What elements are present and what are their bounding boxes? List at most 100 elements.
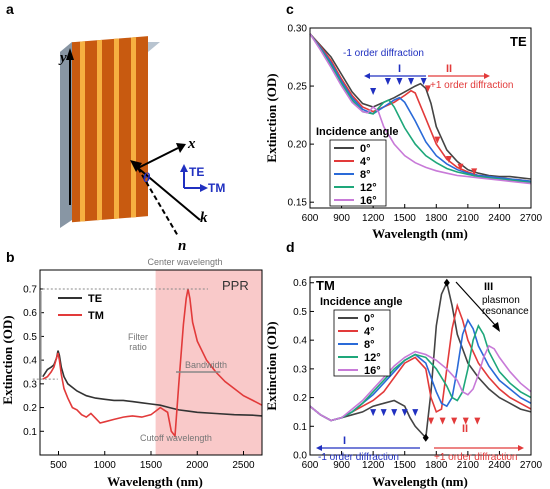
c-ytick-label-0: 0.15 [288,198,308,209]
c-xtick-label-5: 2100 [457,213,480,224]
c-xtick-label-4: 1800 [425,213,448,224]
b-x-ticks: 500 1000 1500 2000 2500 [50,451,255,471]
tm-label: TM [208,181,225,195]
c-ytick-label-2: 0.25 [288,82,308,93]
d-minus-marker-1 [370,409,377,417]
d-x-ticks: 600 900 1200 1500 1800 2100 2400 2700 [302,451,543,471]
d-ytick-label-4: 0.4 [293,336,307,347]
c-series-3-line [309,33,532,183]
b-xtick-label-0: 500 [50,460,67,471]
c-xtick-label-3: 1500 [394,213,417,224]
b-annotations: Center wavelength Filter ratio Bandwidth… [32,257,227,443]
d-plasmon-label-2: resonance [482,306,529,317]
d-ytick-label-1: 0.1 [293,422,307,433]
filter-ratio-label-1: Filter [128,332,148,342]
c-plus-marker-5 [471,168,478,176]
c-ytick-label-1: 0.20 [288,140,308,151]
c-series-group [309,33,532,185]
stripe-1 [80,41,85,222]
c-legend-title: Incidence angle [316,126,399,138]
c-legend-label-1: 0° [360,143,371,155]
b-ytick-label-4: 0.5 [23,332,37,343]
n-label: n [178,238,186,254]
c-series-5-line [309,33,532,185]
d-ytick-label-5: 0.5 [293,307,307,318]
k-vector [137,167,201,221]
d-plus-marker-2 [439,417,446,425]
panel-label-b: b [6,249,15,265]
d-markers [370,278,481,442]
b-legend: TE TM [58,293,104,322]
c-plus-marker-2 [434,136,441,144]
c-minus-label: -1 order diffraction [343,48,424,59]
c-minus-marker-3 [396,78,403,85]
b-legend-label-tm: TM [88,310,104,322]
d-corner-label: TM [316,278,335,293]
panel-a-schematic: a y x k n θ TE TM [6,1,225,254]
d-plus-label: +1 order diffraction [434,452,517,463]
c-minus-marker-2 [384,78,391,85]
c-xtick-label-0: 600 [302,213,319,224]
d-plus-roman: II [462,423,468,435]
b-ytick-label-6: 0.7 [23,284,37,295]
d-legend-label-5: 16° [364,365,381,377]
b-series-2-line [42,288,263,439]
c-x-axis-label: Wavelength (nm) [372,226,468,241]
c-plus-roman: II [446,63,452,75]
d-legend: 0°4°8°12°16° [338,313,381,377]
d-minus-marker-3 [391,409,398,417]
c-xtick-label-7: 2700 [520,213,543,224]
c-plus-label: +1 order diffraction [430,80,513,91]
b-xtick-label-3: 2000 [186,460,209,471]
d-plasmon-arrow [455,281,497,327]
d-plus-marker-5 [474,417,481,425]
b-series-group [42,288,263,439]
b-xtick-label-4: 2500 [232,460,255,471]
k-arrowhead [130,160,142,172]
c-y-axis-label: Extinction (OD) [264,73,279,162]
d-legend-label-2: 4° [364,326,375,338]
c-plus-marker-1 [424,85,431,93]
d-peak-diamond [443,278,450,287]
cutoff-wavelength-label: Cutoff wavelength [140,433,212,443]
c-legend-label-5: 16° [360,195,377,207]
d-plus-marker-3 [451,417,458,425]
d-minus-marker-5 [412,409,419,417]
te-arrowhead [180,164,188,172]
theta-label: θ [143,171,151,186]
d-legend-title: Incidence angle [320,296,403,308]
c-legend-label-2: 4° [360,156,371,168]
axis-x-arrow [137,147,179,169]
d-y-axis-label: Extinction (OD) [264,321,279,410]
c-markers [370,78,478,176]
d-series-5-line [309,344,532,422]
stripe-2 [97,39,102,221]
d-plus-marker-1 [428,417,435,425]
c-y-ticks: 0.15 0.20 0.25 0.30 [288,24,314,209]
c-minus-roman: I [398,63,401,75]
d-plot-frame [309,276,532,456]
panel-c-chart: c 600 900 1200 1500 1800 2100 2400 2700 0.15 0.2… [264,1,543,241]
ppr-label: PPR [222,278,249,293]
c-series-1-line [309,33,532,180]
d-xtick-label-0: 600 [302,460,319,471]
c-plus-marker-4 [457,163,464,171]
d-xtick-label-4: 1800 [425,460,448,471]
b-xtick-label-2: 1500 [140,460,163,471]
d-xtick-label-6: 2400 [488,460,511,471]
d-dip-diamond [422,433,429,442]
panel-label-d: d [286,239,295,255]
c-x-ticks: 600 900 1200 1500 1800 2100 2400 2700 [302,204,543,224]
normal-line [137,167,179,237]
c-ytick-label-3: 0.30 [288,24,308,35]
d-legend-label-1: 0° [364,313,375,325]
d-plasmon-roman: III [484,281,493,293]
axis-y-label: y [58,50,67,66]
c-plus-marker-3 [445,156,452,164]
c-legend-label-3: 8° [360,169,371,181]
panel-b-chart: b 500 1000 1500 2000 2500 0.1 0.2 0.3 0.4 0.5 0.6… [0,249,263,489]
c-corner-label: TE [510,34,527,49]
tm-arrowhead [200,184,208,192]
c-xtick-label-2: 1200 [362,213,385,224]
